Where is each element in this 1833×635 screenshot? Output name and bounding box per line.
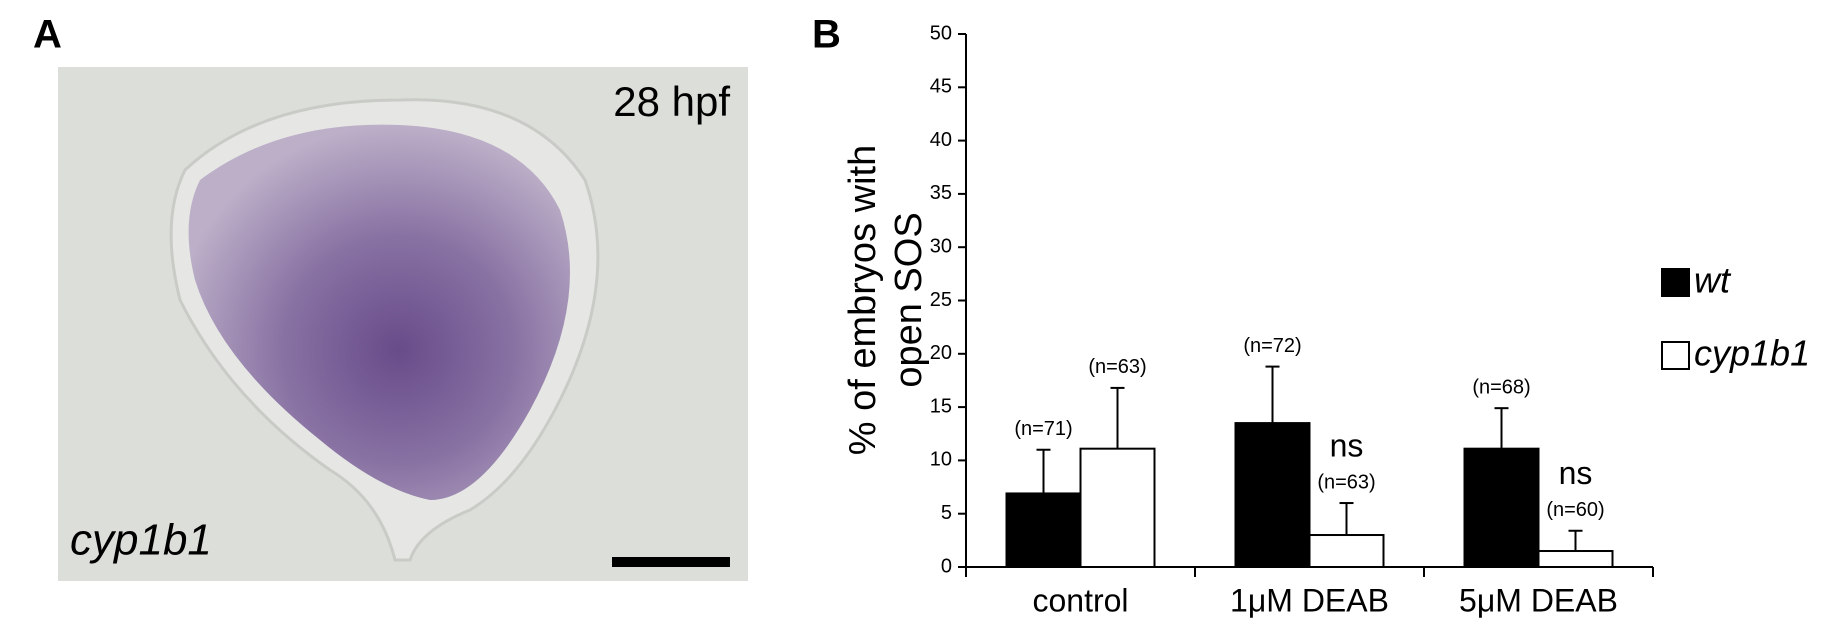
scale-bar — [612, 557, 730, 567]
y-tick-label: 5 — [941, 502, 952, 524]
bar — [1005, 492, 1082, 569]
y-tick-label: 10 — [930, 449, 952, 471]
panel-label: B — [812, 13, 841, 57]
bar — [1308, 534, 1385, 569]
y-tick-label: 20 — [930, 342, 952, 364]
legend-swatch — [1661, 268, 1690, 297]
y-tick-label: 30 — [930, 235, 952, 257]
chart: 0 5 10 15 20 25 30 35 40 45 50 % of embryos with ope… — [842, 22, 1810, 618]
y-axis-label: % of embryos with — [842, 145, 884, 455]
y-tick-label: 50 — [930, 22, 952, 44]
micrograph: 28 hpf cyp1b1 — [58, 67, 748, 581]
y-tick-label: 15 — [930, 395, 952, 417]
x-tick-label: control — [1032, 582, 1128, 618]
n-label: (n=63) — [1317, 471, 1375, 493]
y-tick-label: 25 — [930, 289, 952, 311]
y-tick-label: 45 — [930, 76, 952, 98]
bar — [1234, 422, 1311, 568]
bar — [1463, 447, 1540, 569]
x-tick-label: 1μM DEAB — [1230, 582, 1389, 618]
y-tick-label: 40 — [930, 129, 952, 151]
stage-label: 28 hpf — [613, 78, 730, 125]
n-label: (n=68) — [1472, 376, 1530, 398]
n-label: (n=72) — [1243, 335, 1301, 357]
significance-label: ns — [1330, 427, 1364, 463]
gene-label: cyp1b1 — [70, 516, 212, 565]
bar — [1079, 447, 1156, 569]
x-tick-label: 5μM DEAB — [1459, 582, 1618, 618]
n-label: (n=63) — [1088, 356, 1146, 378]
n-label: (n=71) — [1014, 418, 1072, 440]
n-label: (n=60) — [1546, 499, 1604, 521]
y-tick-label: 0 — [941, 555, 952, 577]
panel-label: A — [33, 13, 62, 57]
legend-label: wt — [1694, 260, 1732, 301]
legend-label: cyp1b1 — [1694, 333, 1810, 374]
bar — [1537, 550, 1614, 569]
y-axis-label: open SOS — [888, 212, 930, 387]
y-tick-label: 35 — [930, 182, 952, 204]
legend-swatch — [1661, 341, 1690, 370]
significance-label: ns — [1559, 455, 1593, 491]
